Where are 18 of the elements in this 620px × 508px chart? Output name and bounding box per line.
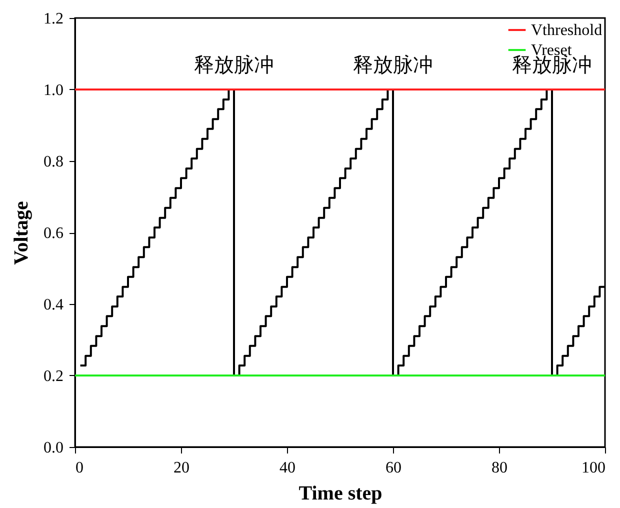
annotation: 释放脉冲 bbox=[353, 54, 433, 76]
y-axis-title: Voltage bbox=[10, 201, 32, 265]
x-tick-label: 40 bbox=[280, 460, 296, 476]
y-tick-label: 0.6 bbox=[44, 225, 64, 242]
y-tick-label: 1.0 bbox=[44, 82, 64, 99]
y-tick-label: 0.8 bbox=[44, 154, 64, 170]
y-tick-label: 0.0 bbox=[44, 440, 64, 456]
x-tick-label: 100 bbox=[582, 460, 606, 476]
y-tick-label: 0.4 bbox=[44, 296, 64, 314]
y-tick-label: 1.2 bbox=[44, 10, 64, 28]
legend-label: Vthreshold bbox=[531, 22, 602, 39]
x-axis-title: Time step bbox=[298, 482, 382, 504]
x-tick-label: 0 bbox=[76, 460, 84, 476]
x-tick-label: 80 bbox=[492, 460, 508, 476]
annotation: 释放脉冲 bbox=[194, 54, 274, 76]
y-tick-label: 0.2 bbox=[44, 368, 64, 385]
x-tick-label: 60 bbox=[386, 460, 402, 476]
x-tick-label: 20 bbox=[174, 460, 190, 476]
